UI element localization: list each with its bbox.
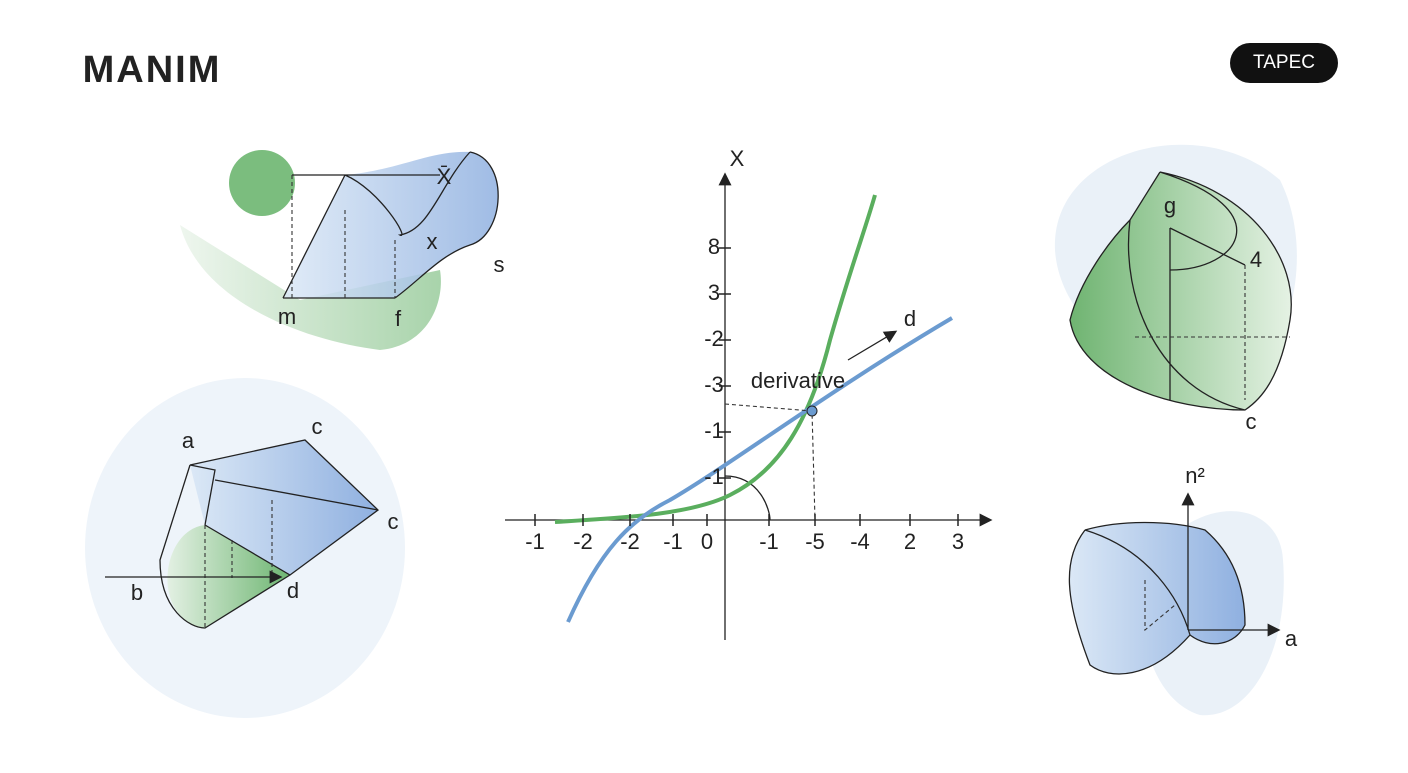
y-tick-label: -1: [704, 418, 724, 443]
label: b: [131, 580, 143, 605]
annotation: d: [904, 306, 916, 331]
x-tick-label: -2: [620, 529, 640, 554]
x-tick-label: 3: [952, 529, 964, 554]
label: c: [1246, 409, 1257, 434]
badge-label[interactable]: TAPEC: [1253, 52, 1315, 73]
y-tick-label: -3: [704, 372, 724, 397]
logo: MANIM: [83, 49, 222, 91]
x-tick-label: -1: [759, 529, 779, 554]
x-tick-label: -2: [573, 529, 593, 554]
x-tick-label: 2: [904, 529, 916, 554]
x-tick-label: -4: [850, 529, 870, 554]
label: 4: [1250, 247, 1262, 272]
annotation: derivative: [751, 368, 845, 393]
graph: X derivative d: [505, 146, 993, 640]
figure-1: X̄ x s m f: [180, 150, 505, 350]
badge[interactable]: [1230, 43, 1338, 83]
label: g: [1164, 193, 1176, 218]
label: a: [182, 428, 195, 453]
label: f: [395, 306, 402, 331]
label: d: [287, 578, 299, 603]
figure-4: n² a: [1068, 463, 1298, 716]
y-tick-label: -1: [704, 464, 724, 489]
label: x: [427, 229, 438, 254]
axis-label: X: [730, 146, 745, 171]
label: m: [278, 304, 296, 329]
y-tick-label: 8: [708, 234, 720, 259]
label: s: [494, 252, 505, 277]
x-tick-label: -5: [805, 529, 825, 554]
figure-2: a c c b d: [85, 378, 405, 718]
x-tick-label: 0: [701, 529, 713, 554]
x-tick-label: -1: [663, 529, 683, 554]
y-tick-label: 3: [708, 280, 720, 305]
label: c: [388, 509, 399, 534]
label: c: [312, 414, 323, 439]
x-tick-label: -1: [525, 529, 545, 554]
label: a: [1285, 626, 1298, 651]
label: X̄: [437, 164, 452, 189]
y-tick-label: -2: [704, 326, 724, 351]
label: n²: [1185, 463, 1205, 488]
figure-3: g 4 c: [1054, 144, 1297, 434]
